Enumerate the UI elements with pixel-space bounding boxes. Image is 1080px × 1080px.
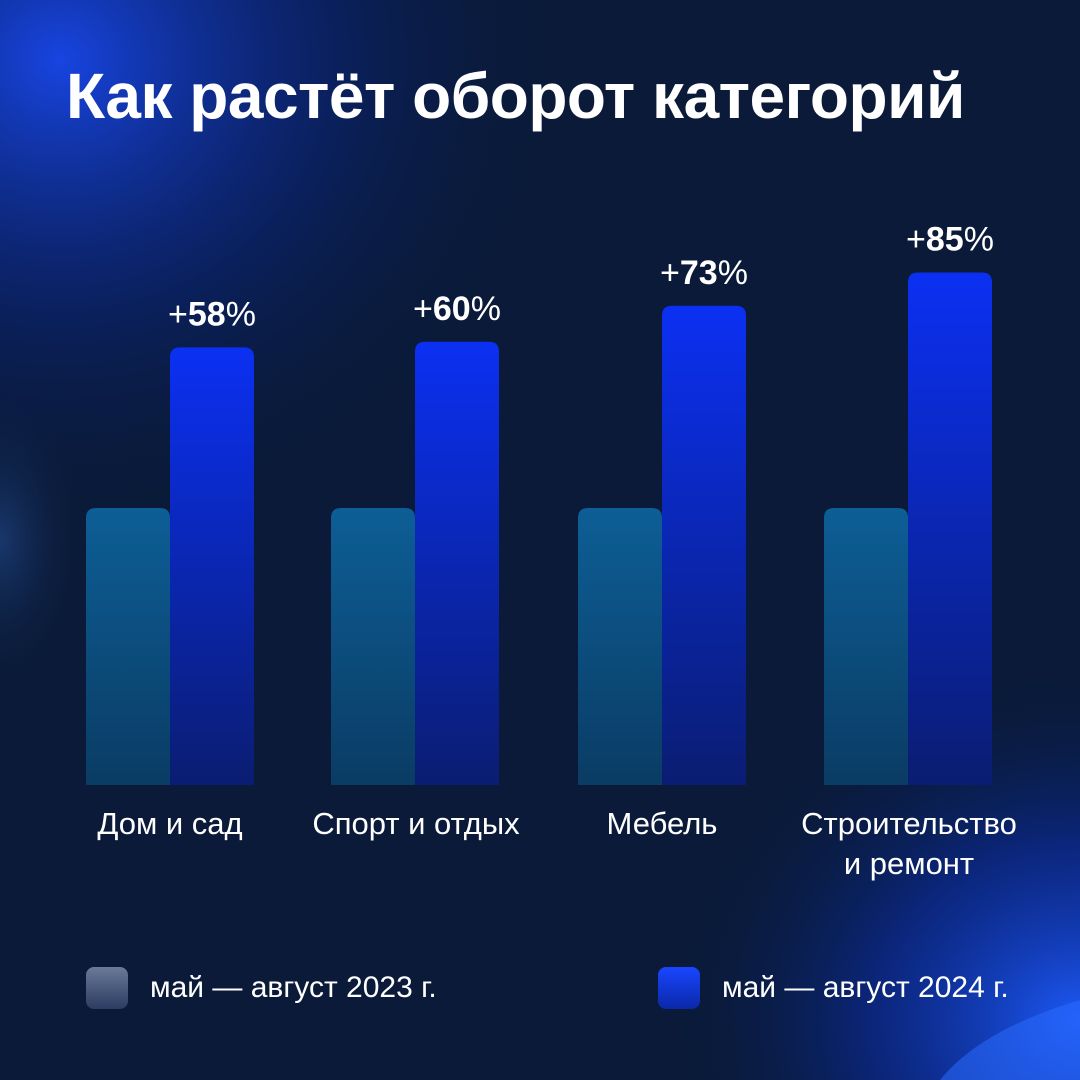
bar-2024-2 [662, 305, 746, 785]
bar-2024-3 [908, 272, 992, 785]
data-label-0: +58% [168, 295, 256, 333]
category-label-0: Дом и сад [97, 806, 242, 841]
bar-2023-2 [578, 508, 662, 785]
bar-2024-0 [170, 347, 254, 785]
bar-2023-0 [86, 508, 170, 785]
category-label-2: Мебель [607, 806, 718, 841]
legend-swatch-2023 [86, 967, 128, 1009]
data-label-1: +60% [413, 290, 501, 328]
bar-2023-1 [331, 508, 415, 785]
bar-2023-3 [824, 508, 908, 785]
data-label-2: +73% [660, 254, 748, 292]
page-title: Как растёт оборот категорий [66, 60, 965, 132]
legend-swatch-2024 [658, 967, 700, 1009]
legend-item-2023: май — август 2023 г. [86, 964, 437, 1012]
legend-label-2023: май — август 2023 г. [150, 971, 437, 1004]
bar-2024-1 [415, 341, 499, 785]
legend-item-2024: май — август 2024 г. [658, 964, 1009, 1012]
legend-label-2024: май — август 2024 г. [722, 971, 1009, 1004]
category-label-3: Строительство и ремонт [801, 806, 1017, 881]
category-label-1: Спорт и отдых [312, 806, 520, 841]
data-label-3: +85% [906, 221, 994, 259]
